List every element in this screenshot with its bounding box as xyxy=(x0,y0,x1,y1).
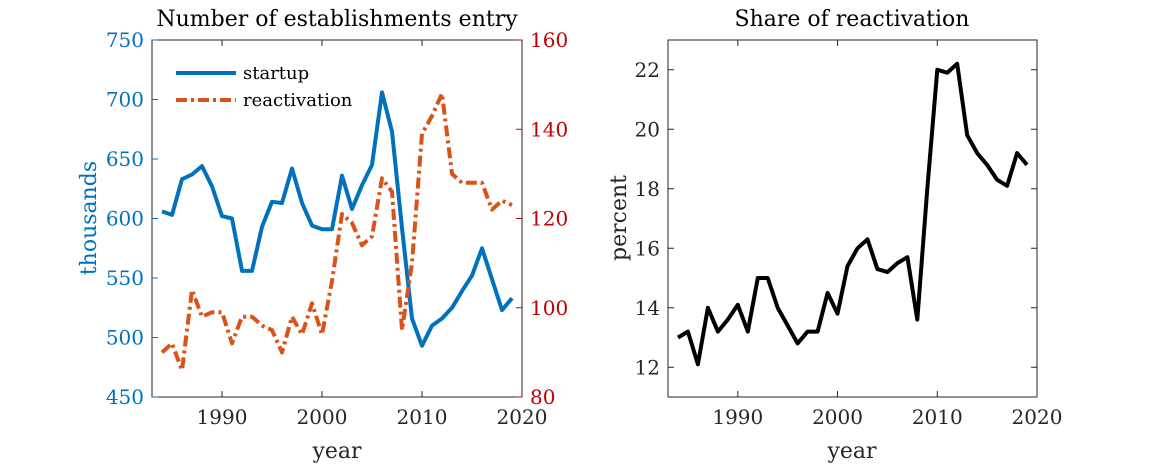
y-axis-ticks: 12 14 16 18 20 22 xyxy=(635,58,1037,379)
y-tick-label: 22 xyxy=(635,58,660,82)
legend: startup reactivation xyxy=(176,63,353,111)
series-line-share xyxy=(676,61,1029,367)
x-axis-ticks: 1990 2000 2010 2020 xyxy=(712,40,1062,429)
y-tick-label: 140 xyxy=(530,117,568,141)
legend-label-startup: startup xyxy=(243,63,309,84)
chart-share-reactivation: Share of reactivation 1990 2000 2010 2020 1… xyxy=(607,7,1062,464)
chart-title: Share of reactivation xyxy=(735,7,970,32)
y-tick-label: 750 xyxy=(106,28,144,52)
y-tick-label: 16 xyxy=(635,236,660,260)
y-tick-label: 80 xyxy=(530,385,555,409)
y-tick-label: 100 xyxy=(530,296,568,320)
y-tick-label: 12 xyxy=(635,355,660,379)
chart-title: Number of establishments entry xyxy=(156,7,518,32)
y-tick-label: 700 xyxy=(106,88,144,112)
x-tick-label: 1990 xyxy=(712,405,763,429)
y-tick-label: 650 xyxy=(106,147,144,171)
y-tick-label: 500 xyxy=(106,326,144,350)
y-tick-label: 160 xyxy=(530,28,568,52)
x-tick-label: 2020 xyxy=(497,405,548,429)
y-tick-label: 600 xyxy=(106,207,144,231)
y-tick-label: 14 xyxy=(635,296,660,320)
y-axis-label: thousands xyxy=(77,161,102,275)
chart-marks xyxy=(160,90,514,373)
y-axis-right-ticks: 80 100 120 140 160 xyxy=(516,28,568,409)
x-tick-label: 2000 xyxy=(297,405,348,429)
x-tick-label: 2020 xyxy=(1012,405,1063,429)
series-line-startup xyxy=(161,90,514,348)
legend-label-reactivation: reactivation xyxy=(243,90,353,111)
y-tick-label: 450 xyxy=(106,385,144,409)
x-tick-label: 2010 xyxy=(912,405,963,429)
x-axis-ticks: 1990 2000 2010 2020 xyxy=(197,40,548,429)
x-axis-label: year xyxy=(826,439,877,464)
chart-marks xyxy=(676,61,1029,367)
y-tick-label: 120 xyxy=(530,207,568,231)
y-axis-left-ticks: 450 500 550 600 650 700 750 xyxy=(106,28,158,409)
y-tick-label: 20 xyxy=(635,117,660,141)
series-line-reactivation xyxy=(160,91,513,373)
x-tick-label: 2000 xyxy=(812,405,863,429)
x-tick-label: 1990 xyxy=(197,405,248,429)
y-axis-label: percent xyxy=(607,175,632,261)
plot-frame xyxy=(667,39,1038,398)
x-axis-label: year xyxy=(311,439,362,464)
chart-establishments-entry: Number of establishments entry 1990 2000 2… xyxy=(77,7,568,464)
y-tick-label: 550 xyxy=(106,266,144,290)
y-tick-label: 18 xyxy=(635,177,660,201)
x-tick-label: 2010 xyxy=(397,405,448,429)
